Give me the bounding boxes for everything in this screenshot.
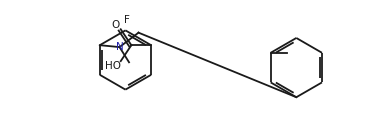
Text: N: N [116,42,124,52]
Text: F: F [124,15,130,25]
Text: O: O [112,20,120,30]
Text: HO: HO [106,61,122,71]
